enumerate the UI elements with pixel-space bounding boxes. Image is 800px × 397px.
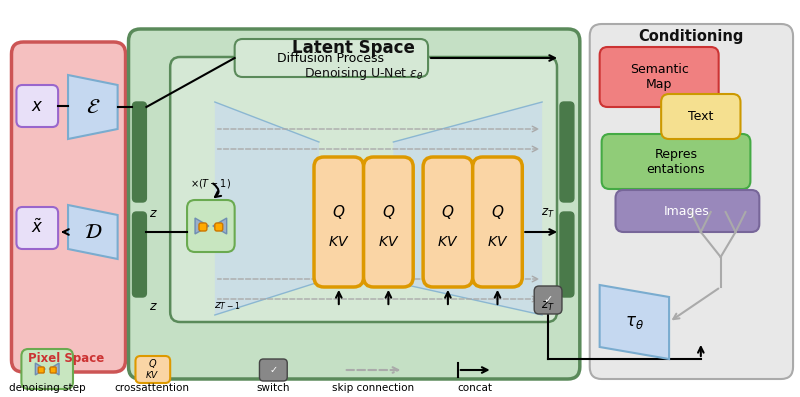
Polygon shape [68,205,118,259]
Polygon shape [600,285,669,359]
FancyBboxPatch shape [22,349,73,389]
FancyBboxPatch shape [314,157,363,287]
Text: ✓: ✓ [543,295,553,305]
FancyBboxPatch shape [590,24,793,379]
FancyBboxPatch shape [170,57,557,322]
Text: $\tau_\theta$: $\tau_\theta$ [625,313,644,331]
Polygon shape [394,102,542,315]
Text: $Q$: $Q$ [382,203,395,221]
FancyBboxPatch shape [199,223,207,231]
Polygon shape [213,218,226,234]
FancyBboxPatch shape [133,102,146,202]
FancyBboxPatch shape [363,157,413,287]
FancyBboxPatch shape [187,200,234,252]
Text: $KV$: $KV$ [145,370,160,380]
FancyBboxPatch shape [234,39,428,77]
Text: concat: concat [457,383,492,393]
Text: Text: Text [688,110,714,123]
FancyBboxPatch shape [661,94,741,139]
FancyBboxPatch shape [534,286,562,314]
Text: Semantic
Map: Semantic Map [630,63,689,91]
Text: $z$: $z$ [149,300,158,313]
Text: $KV$: $KV$ [486,235,508,249]
Text: $\tilde{x}$: $\tilde{x}$ [31,219,43,237]
Text: Repres
entations: Repres entations [646,148,706,176]
Text: denoising step: denoising step [9,383,86,393]
Text: Pixel Space: Pixel Space [28,352,104,365]
FancyBboxPatch shape [423,157,473,287]
Text: $Q$: $Q$ [442,203,454,221]
Text: Diffusion Process: Diffusion Process [278,52,384,64]
FancyBboxPatch shape [50,367,56,373]
Text: $\times(T-1)$: $\times(T-1)$ [190,177,231,190]
Text: $z_T$: $z_T$ [542,300,555,313]
Text: Denoising U-Net $\epsilon_\theta$: Denoising U-Net $\epsilon_\theta$ [304,65,423,82]
Text: crossattention: crossattention [115,383,190,393]
Polygon shape [49,363,59,375]
Text: $\mathcal{E}$: $\mathcal{E}$ [86,97,100,117]
FancyBboxPatch shape [38,367,44,373]
Text: $z_{T-1}$: $z_{T-1}$ [214,300,240,312]
Text: $Q$: $Q$ [332,203,346,221]
Text: ✓: ✓ [270,365,278,375]
Text: $\mathcal{D}$: $\mathcal{D}$ [84,222,102,242]
FancyBboxPatch shape [615,190,759,232]
FancyBboxPatch shape [129,29,580,379]
Text: Conditioning: Conditioning [638,29,743,44]
FancyBboxPatch shape [17,207,58,249]
FancyBboxPatch shape [17,85,58,127]
Polygon shape [195,218,209,234]
Polygon shape [68,75,118,139]
Text: $KV$: $KV$ [438,235,458,249]
FancyBboxPatch shape [473,157,522,287]
FancyBboxPatch shape [560,102,574,202]
Text: switch: switch [257,383,290,393]
FancyBboxPatch shape [215,223,222,231]
FancyBboxPatch shape [560,212,574,297]
FancyBboxPatch shape [600,47,718,107]
Text: Images: Images [664,204,710,218]
FancyBboxPatch shape [135,356,170,383]
Text: $Q$: $Q$ [490,203,504,221]
Text: $Q$: $Q$ [148,357,157,370]
Text: $x$: $x$ [31,97,43,115]
Polygon shape [215,102,319,315]
Text: $z_T$: $z_T$ [542,207,555,220]
Polygon shape [35,363,46,375]
Text: $KV$: $KV$ [328,235,350,249]
Text: Latent Space: Latent Space [292,39,415,57]
Text: $z$: $z$ [149,207,158,220]
Text: $KV$: $KV$ [378,235,399,249]
FancyBboxPatch shape [11,42,126,372]
FancyBboxPatch shape [602,134,750,189]
FancyBboxPatch shape [133,212,146,297]
FancyBboxPatch shape [259,359,287,381]
Text: skip connection: skip connection [333,383,414,393]
